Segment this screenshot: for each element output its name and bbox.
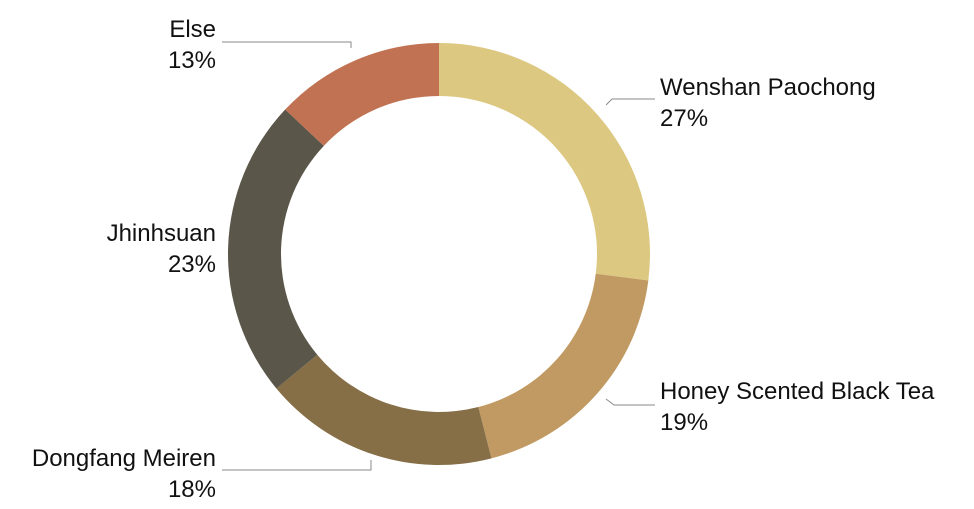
slice-label: Jhinhsuan 23%	[107, 218, 216, 280]
slice-honey-scented-black-tea	[478, 273, 649, 459]
leader-lines	[222, 41, 655, 471]
slice-dongfang-meiren	[276, 354, 492, 465]
slice-label: Dongfang Meiren 18%	[32, 443, 216, 505]
slice-label-percent: 13%	[167, 47, 216, 74]
slice-label-name: Dongfang Meiren	[31, 445, 216, 472]
slice-label-name: Wenshan Paochong	[660, 74, 876, 101]
leader-line	[605, 398, 655, 406]
slice-jhinhsuan	[227, 109, 324, 389]
slice-label-percent: 18%	[167, 476, 216, 503]
slice-wenshan-paochong	[439, 43, 650, 281]
leader-line	[222, 460, 372, 471]
slice-label: Honey Scented Black Tea 19%	[660, 376, 934, 438]
slice-label-name: Else	[169, 16, 216, 43]
slice-label-percent: 27%	[660, 105, 709, 132]
leader-line	[222, 41, 352, 48]
slice-label: Wenshan Paochong 27%	[660, 72, 876, 134]
slice-label: Else 13%	[168, 14, 216, 76]
slice-label-name: Honey Scented Black Tea	[660, 378, 935, 405]
slice-label-percent: 23%	[167, 251, 216, 278]
slice-label-percent: 19%	[660, 409, 709, 436]
slice-else	[285, 43, 439, 146]
donut-slices	[227, 43, 650, 465]
slice-label-name: Jhinhsuan	[106, 220, 216, 247]
leader-line	[605, 98, 655, 106]
